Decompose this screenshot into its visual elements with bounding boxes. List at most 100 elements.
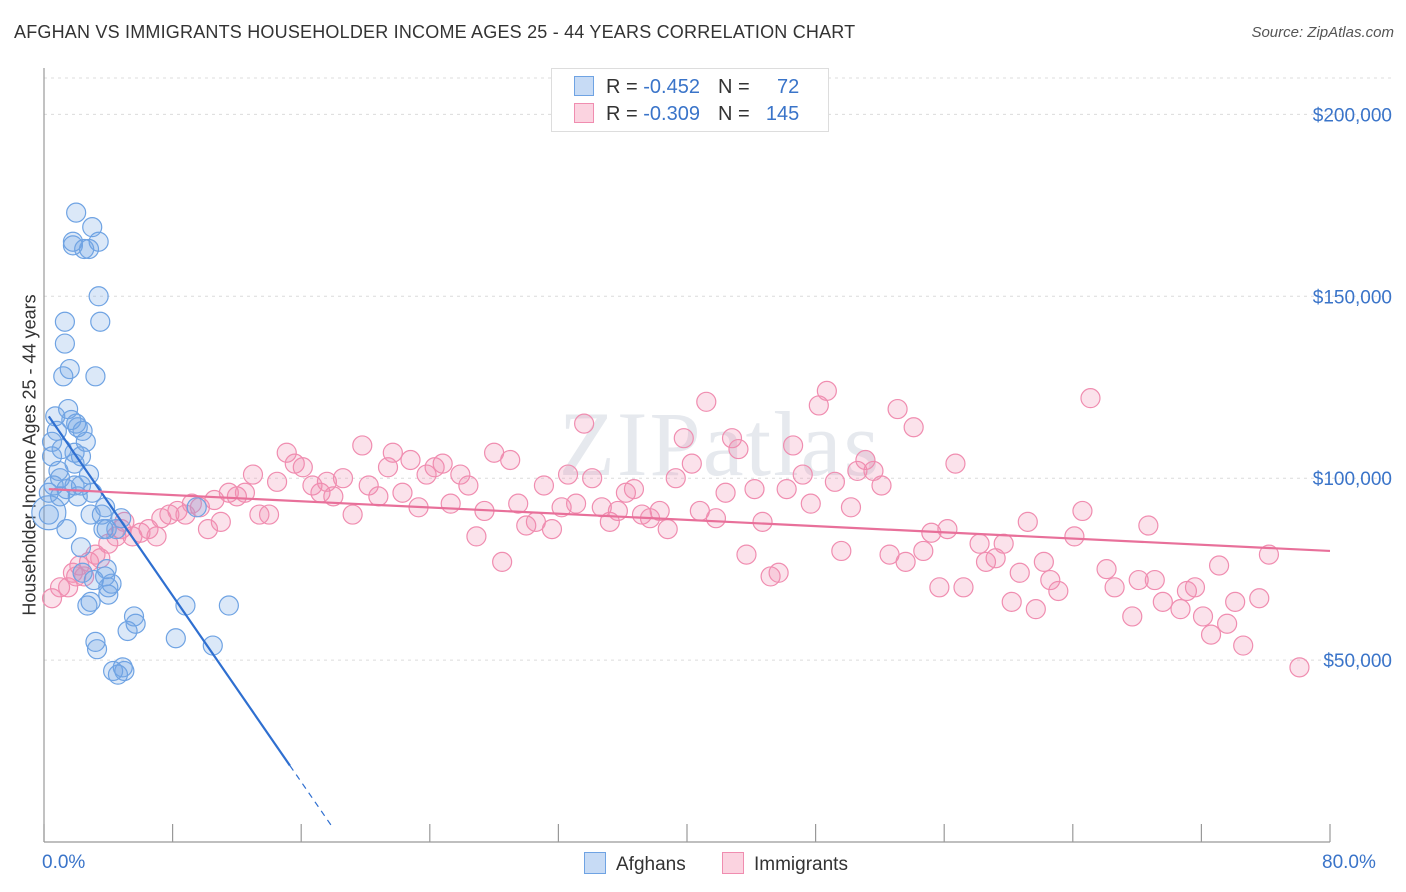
afghans-point (38, 504, 59, 525)
immigrants-point (1184, 577, 1206, 598)
immigrants-point (492, 551, 513, 572)
immigrants-point (242, 464, 264, 485)
immigrants-point (721, 428, 743, 449)
immigrants-point (1080, 388, 1101, 409)
afghans-point (77, 595, 98, 616)
immigrants-point (1033, 551, 1054, 572)
immigrants-point (1233, 635, 1254, 656)
immigrants-point (210, 511, 231, 532)
legend-row-afghans: R = -0.452 N = 72 (574, 74, 799, 100)
immigrants-point (1170, 599, 1191, 620)
n-label: N = (717, 76, 750, 98)
immigrants-point (450, 464, 471, 485)
afghans-point (75, 431, 96, 452)
immigrants-point (673, 428, 694, 449)
immigrants-point (887, 398, 908, 420)
immigrants-point (1104, 577, 1125, 598)
immigrants-point (776, 479, 797, 500)
source-label: Source: ZipAtlas.com (1251, 24, 1394, 41)
immigrants-point (623, 479, 645, 500)
afghans-point (101, 573, 122, 594)
immigrants-point (847, 460, 868, 482)
immigrants-point (903, 417, 924, 438)
immigrants-point (323, 486, 344, 507)
immigrants-point (728, 438, 749, 460)
y-tick-label: $200,000 (1313, 105, 1392, 126)
immigrants-point (649, 500, 670, 522)
immigrants-point (736, 544, 757, 565)
immigrants-point (824, 471, 845, 492)
afghans-point (165, 628, 186, 649)
immigrants-point (1128, 569, 1149, 591)
afghans-label: Afghans (616, 854, 686, 875)
x-tick-max: 80.0% (1322, 852, 1376, 873)
immigrants-point (744, 479, 765, 500)
immigrants-point (816, 380, 837, 401)
immigrants-point (266, 471, 288, 492)
immigrants-point (1249, 588, 1270, 609)
afghans-swatch (584, 852, 606, 874)
afghans-n-value: 72 (776, 76, 800, 98)
immigrants-point (800, 493, 821, 514)
afghans-points (31, 202, 239, 685)
immigrants-point (705, 508, 727, 529)
immigrants-point (953, 577, 974, 598)
y-tick-label: $100,000 (1313, 469, 1392, 490)
immigrants-point (332, 468, 354, 489)
immigrants-point (342, 504, 363, 525)
immigrants-point (41, 588, 63, 609)
bottom-legend-immigrants[interactable]: Immigrants (722, 852, 848, 876)
immigrants-point (138, 519, 159, 540)
afghans-point (114, 660, 135, 682)
immigrants-point (657, 519, 678, 540)
immigrants-point (1009, 562, 1030, 583)
immigrants-point (197, 519, 219, 540)
afghans-point (186, 497, 207, 518)
immigrants-point (368, 486, 389, 507)
immigrants-point (1025, 599, 1046, 620)
afghans-point (54, 311, 75, 332)
afghans-point (125, 613, 146, 634)
afghans-point (90, 311, 111, 332)
immigrants-point (1200, 624, 1222, 645)
afghans-point (88, 286, 109, 307)
immigrants-point (1040, 569, 1061, 591)
afghans-point (88, 231, 109, 252)
immigrants-point (392, 482, 413, 503)
immigrants-point (352, 435, 373, 456)
immigrants-point (1258, 544, 1280, 565)
immigrants-point (681, 453, 702, 474)
immigrants-point (1208, 555, 1230, 576)
immigrants-point (969, 533, 990, 554)
immigrants-point (1217, 613, 1238, 634)
immigrants-point (565, 493, 587, 514)
immigrants-point (1064, 526, 1085, 547)
immigrants-point (792, 464, 813, 485)
immigrants-point (1072, 500, 1093, 522)
immigrants-point (400, 449, 421, 471)
immigrants-point (500, 449, 521, 471)
immigrants-point (993, 533, 1014, 554)
immigrants-point (1001, 591, 1022, 612)
immigrants-point (533, 475, 555, 496)
immigrants-point (440, 493, 461, 514)
chart-title: AFGHAN VS IMMIGRANTS HOUSEHOLDER INCOME … (14, 22, 856, 42)
immigrants-point (49, 577, 71, 598)
afghans-point (85, 631, 106, 653)
afghans-point (98, 577, 119, 598)
immigrants-point (276, 442, 297, 463)
immigrants-point (557, 464, 579, 485)
immigrants-point (840, 497, 862, 518)
afghans-trend-extension (289, 765, 334, 829)
immigrants-point (855, 449, 876, 471)
gridlines (44, 77, 1392, 661)
afghans-r-value: -0.452 (643, 76, 700, 98)
immigrants-point (752, 511, 773, 532)
immigrants-point (292, 457, 313, 478)
immigrants-point (1138, 515, 1159, 536)
immigrants-point (782, 435, 804, 456)
afghans-point (54, 333, 75, 354)
axes (43, 68, 1331, 843)
bottom-legend-afghans[interactable]: Afghans (584, 852, 686, 876)
